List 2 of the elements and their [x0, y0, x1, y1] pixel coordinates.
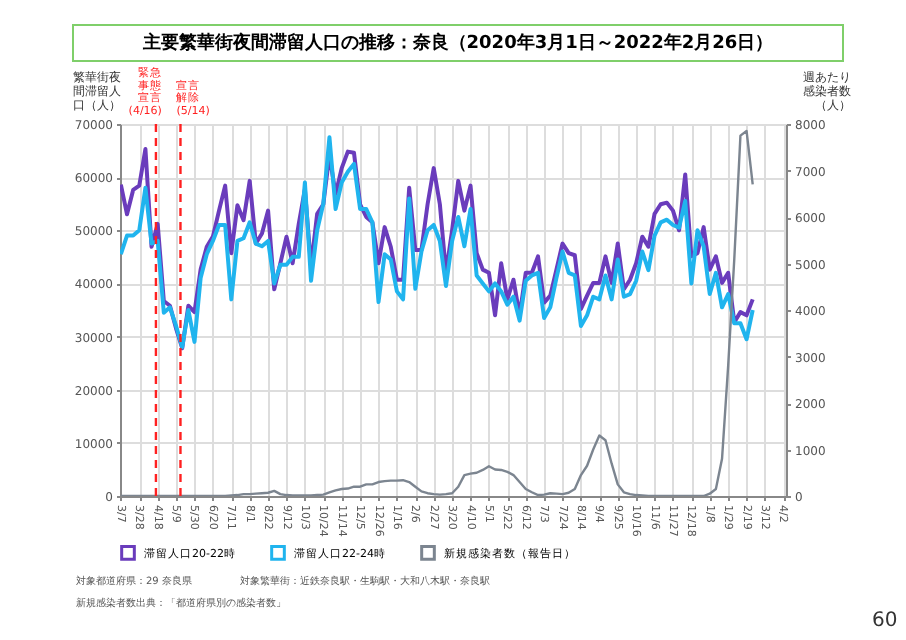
chart-title: 主要繁華街夜間滞留人口の推移：奈良（2020年3月1日～2022年2月26日）: [72, 24, 844, 62]
text: 60: [872, 610, 898, 632]
